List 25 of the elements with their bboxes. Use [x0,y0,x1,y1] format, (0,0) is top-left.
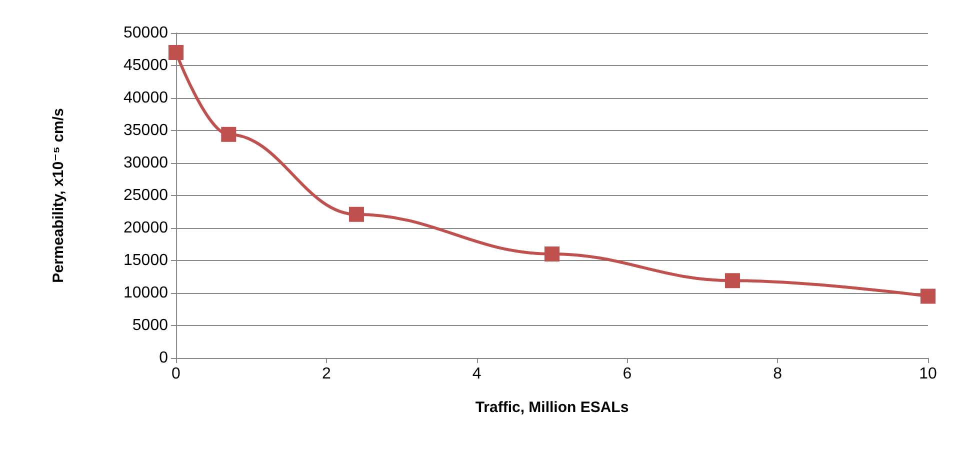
point [168,45,184,60]
y-tick-label: 40000 [124,90,168,106]
x-tick-label: 2 [322,366,331,382]
y-tick-label: 35000 [124,122,168,139]
point [348,206,364,222]
y-tick-label: 25000 [124,187,168,204]
x-axis-title: Traffic, Million ESALs [475,399,629,416]
x-tick-label: 8 [773,366,782,382]
y-tick-label: 5000 [132,317,168,334]
x-tick-label: 4 [472,366,482,382]
point [544,246,560,262]
point [724,273,740,288]
x-tick-label: 6 [622,366,632,382]
y-tick-label: 10000 [124,284,168,302]
y-tick-label: 0 [159,350,168,366]
y-axis-title: Permeability, x10⁻⁵ cm/s [50,108,67,283]
point [920,288,936,304]
y-tick-label: 45000 [124,57,168,74]
y-tick-label: 15000 [124,252,168,269]
y-tick-label: 50000 [124,24,168,42]
x-tick-label: 10 [919,366,937,382]
x-tick-label: 0 [172,366,181,382]
y-tick-label: 30000 [124,154,168,172]
y-tick-label: 20000 [124,220,168,236]
point [221,126,236,142]
